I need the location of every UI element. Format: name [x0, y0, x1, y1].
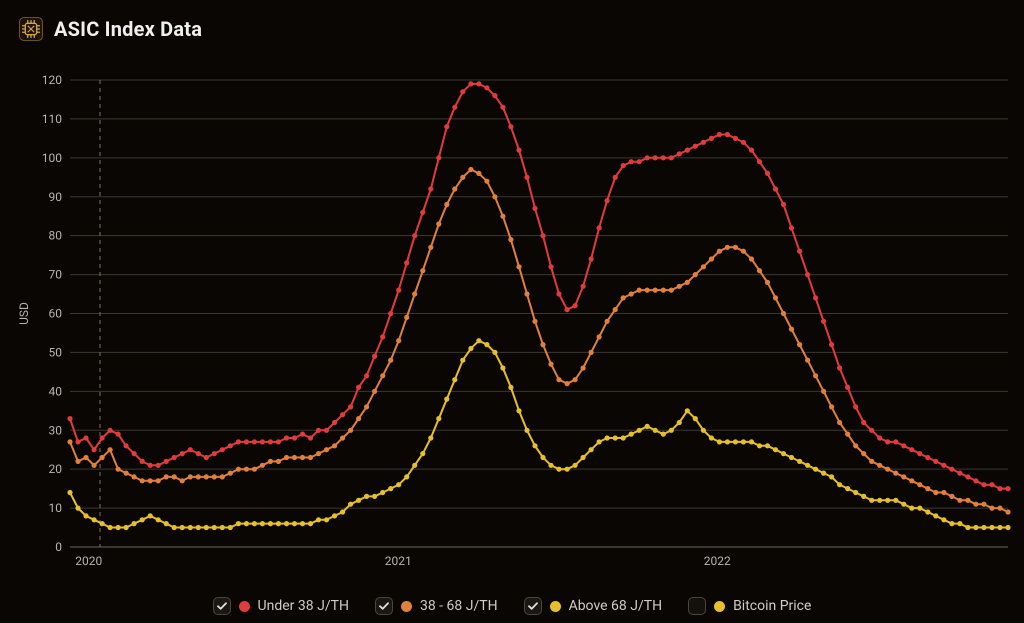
- legend-color-dot: [401, 601, 412, 612]
- svg-text:10: 10: [49, 501, 63, 515]
- legend-label: Above 68 J/TH: [569, 598, 663, 614]
- legend-color-dot: [550, 601, 561, 612]
- svg-text:0: 0: [55, 540, 62, 554]
- legend-item-3[interactable]: Bitcoin Price: [688, 597, 811, 615]
- legend-item-0[interactable]: Under 38 J/TH: [213, 597, 349, 615]
- legend-color-dot: [239, 601, 250, 612]
- svg-text:80: 80: [49, 229, 63, 243]
- svg-text:40: 40: [49, 384, 63, 398]
- page-title: ASIC Index Data: [54, 17, 202, 41]
- svg-text:2020: 2020: [75, 554, 102, 568]
- legend-checkbox[interactable]: [524, 597, 542, 615]
- svg-text:70: 70: [49, 268, 63, 282]
- legend: Under 38 J/TH 38 - 68 J/TH Above 68 J/TH Bi…: [0, 597, 1024, 615]
- legend-checkbox[interactable]: [375, 597, 393, 615]
- svg-text:100: 100: [42, 151, 62, 165]
- legend-label: Bitcoin Price: [733, 598, 811, 614]
- legend-item-1[interactable]: 38 - 68 J/TH: [375, 597, 498, 615]
- header: ASIC Index Data: [0, 0, 1024, 48]
- svg-text:USD: USD: [17, 302, 31, 325]
- svg-text:2021: 2021: [385, 554, 412, 568]
- legend-checkbox[interactable]: [688, 597, 706, 615]
- legend-checkbox[interactable]: [213, 597, 231, 615]
- svg-text:50: 50: [49, 345, 63, 359]
- chip-icon: [18, 16, 44, 42]
- svg-text:60: 60: [49, 307, 63, 321]
- legend-label: Under 38 J/TH: [258, 598, 349, 614]
- svg-text:30: 30: [49, 423, 63, 437]
- svg-text:20: 20: [49, 462, 63, 476]
- svg-text:110: 110: [42, 112, 62, 126]
- svg-text:120: 120: [42, 73, 62, 87]
- legend-label: 38 - 68 J/TH: [420, 598, 498, 614]
- chart: 0 10 20 30 40 50 60 70 80 90 100 110 120 USD 2020 2021 2…: [12, 58, 1020, 577]
- legend-color-dot: [714, 601, 725, 612]
- svg-text:90: 90: [49, 190, 63, 204]
- svg-text:2022: 2022: [704, 554, 731, 568]
- legend-item-2[interactable]: Above 68 J/TH: [524, 597, 663, 615]
